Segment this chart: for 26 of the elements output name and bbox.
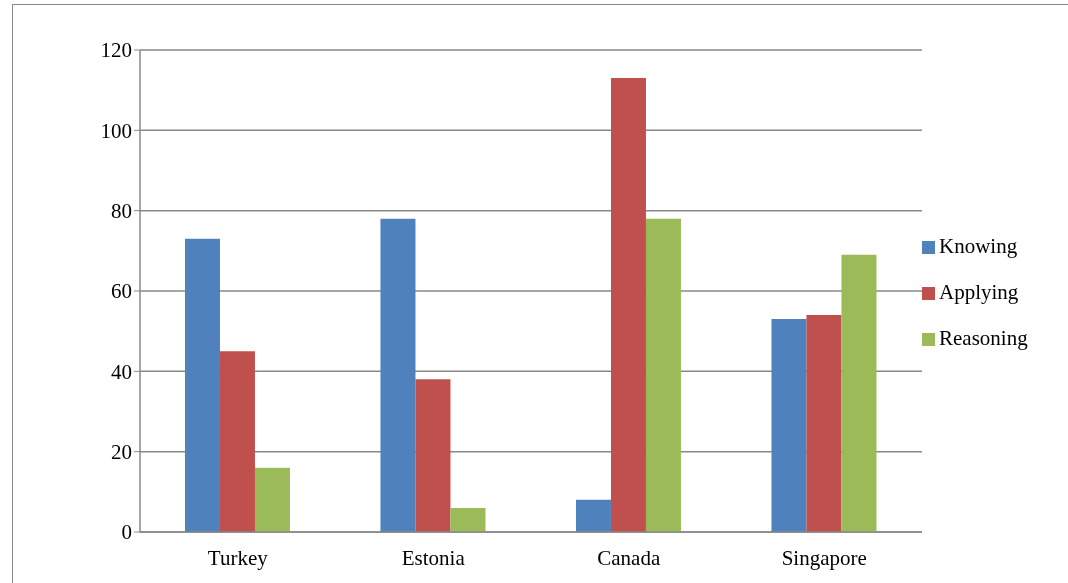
bar	[184, 238, 220, 532]
bar	[415, 379, 451, 532]
y-tick-label: 60	[111, 279, 132, 304]
x-tick-label: Turkey	[207, 545, 269, 570]
bar	[575, 499, 611, 532]
bar	[645, 218, 681, 532]
bar	[610, 78, 646, 532]
y-tick-label: 20	[111, 440, 132, 465]
bar	[806, 315, 842, 532]
x-tick-label: Singapore	[781, 545, 867, 570]
y-tick-label: 100	[100, 118, 132, 143]
y-tick-label: 120	[100, 38, 132, 63]
bar	[219, 351, 255, 532]
legend-label: Applying	[939, 279, 1019, 304]
bar	[450, 507, 486, 532]
legend-label: Knowing	[939, 233, 1018, 258]
y-tick-label: 40	[111, 359, 132, 384]
bar	[380, 218, 416, 532]
legend-label: Reasoning	[939, 325, 1028, 350]
bar	[254, 467, 290, 532]
x-tick-label: Estonia	[401, 545, 466, 570]
y-tick-label: 80	[111, 199, 132, 224]
x-tick-label: Canada	[597, 545, 661, 570]
bar	[841, 254, 877, 532]
bar	[771, 319, 807, 532]
y-tick-label: 0	[121, 520, 132, 545]
